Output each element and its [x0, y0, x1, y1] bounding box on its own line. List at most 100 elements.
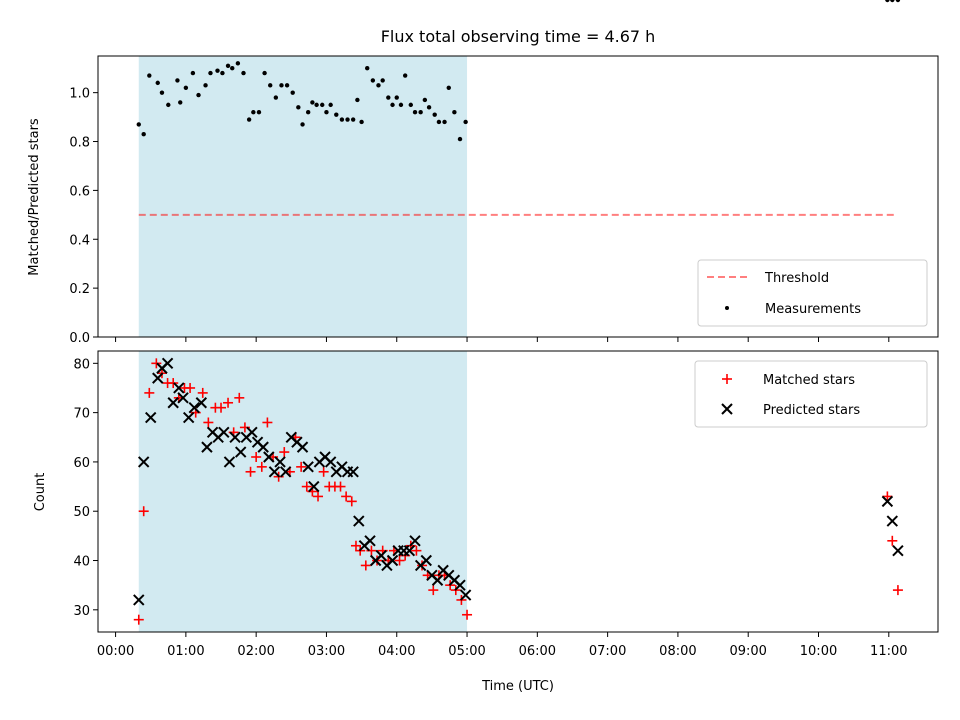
matched-star-point [301, 481, 312, 492]
measurement-point [296, 105, 301, 110]
measurement-point [208, 70, 213, 76]
x-tick-label: 08:00 [659, 644, 696, 659]
predicted-star-point [308, 480, 320, 493]
measurement-point [166, 102, 171, 108]
top-legend-box [697, 259, 928, 327]
measurement-point [215, 68, 220, 73]
measurement-point [376, 83, 381, 88]
top-y-tick-label: 0.2 [69, 282, 90, 297]
measurement-point [178, 100, 183, 105]
predicted-star-point [246, 426, 258, 439]
legend-predicted-label: Predicted stars [763, 403, 860, 418]
measurement-point [241, 70, 246, 76]
measurement-point [196, 92, 201, 98]
measurement-point [370, 78, 376, 83]
x-tick-label: 00:00 [97, 644, 134, 659]
predicted-star-point [409, 535, 421, 547]
matched-star-point [203, 417, 214, 428]
predicted-star-point [431, 574, 444, 586]
measurement-point [408, 102, 414, 108]
matched-star-point [251, 451, 262, 462]
matched-star-point [168, 378, 179, 389]
matched-star-point [216, 402, 227, 413]
measurement-point [136, 122, 141, 127]
top-y-tick-label: 0.6 [69, 184, 90, 199]
measurement-point [355, 97, 360, 103]
matched-star-point [346, 496, 357, 507]
matched-star-point [411, 545, 422, 556]
predicted-star-point [279, 466, 292, 478]
matched-star-point [197, 387, 208, 398]
predicted-star-point [459, 589, 472, 601]
matched-star-point [360, 560, 371, 571]
predicted-star-point [257, 441, 269, 453]
measurement-point [305, 110, 311, 115]
chart-title: Flux total observing time = 4.67 h [381, 27, 656, 46]
measurement-point [426, 105, 432, 110]
measurement-point [314, 102, 319, 108]
bottom-y-tick-label: 60 [73, 456, 90, 471]
measurement-point [463, 119, 468, 125]
predicted-star-point [152, 372, 164, 384]
bottom-y-tick-label: 70 [73, 407, 90, 422]
predicted-star-point [386, 554, 399, 567]
top-observing-span [138, 56, 468, 337]
measurement-point [225, 63, 231, 68]
x-axis-label: Time (UTC) [481, 679, 554, 694]
matched-star-point [234, 392, 245, 403]
matched-star-point [133, 614, 144, 625]
top-panel: 0.0 0.2 0.4 0.6 0.8 1.0 Matched/Predicted sta… [27, 0, 939, 346]
matched-star-point [335, 481, 346, 492]
measurement-point [380, 78, 385, 83]
predicted-star-point [229, 431, 241, 443]
bottom-axes-frame [97, 350, 939, 633]
matched-star-point [892, 585, 903, 596]
measurement-point [446, 85, 451, 90]
measurement-point [290, 90, 295, 95]
predicted-star-point [177, 392, 189, 404]
matched-star-point [279, 447, 290, 458]
measurement-point [350, 117, 356, 122]
matched-star-point [151, 358, 162, 369]
matched-star-point [350, 540, 361, 551]
legend-threshold-label: Threshold [764, 271, 829, 286]
measurement-point [262, 70, 267, 76]
measurement-point [273, 95, 279, 100]
measurement-point [155, 80, 160, 86]
predicted-star-point [274, 456, 286, 468]
measurement-point [895, 0, 901, 3]
measurement-point [394, 95, 399, 100]
matched-star-point [223, 397, 234, 408]
measurement-point [220, 70, 225, 76]
predicted-star-point [133, 594, 145, 606]
measurement-point [339, 117, 345, 122]
predicted-star-point [347, 466, 359, 478]
bottom-observing-span [138, 351, 468, 632]
top-y-axis-label: Matched/Predicted stars [27, 118, 42, 276]
x-tick-label: 10:00 [800, 644, 837, 659]
bottom-y-tick-label: 40 [73, 555, 90, 570]
matched-star-point [887, 535, 898, 546]
legend-measurements-label: Measurements [765, 302, 861, 317]
matched-star-point [296, 461, 307, 472]
matched-star-point [882, 491, 893, 502]
matched-star-point [428, 585, 439, 596]
measurement-point [452, 110, 457, 115]
measurement-point [246, 117, 252, 122]
matched-star-point [341, 491, 352, 502]
predicted-star-point [234, 446, 247, 458]
measurement-point [398, 102, 404, 108]
measurement-point [412, 110, 418, 115]
predicted-star-point [892, 544, 904, 557]
bottom-legend: Matched stars Predicted stars [694, 360, 928, 428]
legend-matched-swatch [722, 374, 732, 384]
predicted-star-point [375, 549, 387, 562]
predicted-star-point [223, 456, 236, 468]
predicted-star-point [188, 401, 201, 414]
x-tick-label: 06:00 [519, 644, 556, 659]
measurement-point [141, 131, 146, 137]
top-y-tick-label: 1.0 [69, 87, 90, 102]
measurement-point [235, 61, 241, 66]
predicted-star-point [364, 535, 376, 547]
measurement-point [159, 90, 165, 95]
